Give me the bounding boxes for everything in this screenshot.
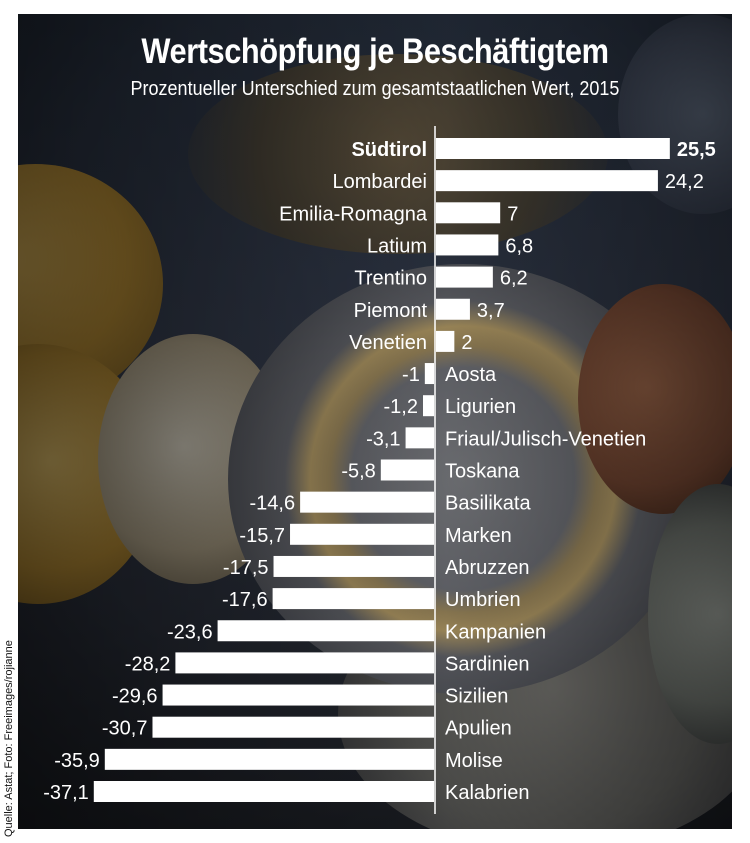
data-label: -35,9 bbox=[54, 750, 100, 772]
bar bbox=[436, 234, 499, 256]
category-label: Aosta bbox=[445, 364, 497, 386]
bar bbox=[436, 202, 501, 224]
bar bbox=[93, 781, 434, 802]
chart-panel: Wertschöpfung je Beschäftigtem Prozentue… bbox=[18, 14, 732, 829]
category-label: Südtirol bbox=[351, 139, 427, 161]
chart-subtitle: Prozentueller Unterschied zum gesamtstaa… bbox=[130, 78, 620, 100]
data-label: 6,8 bbox=[505, 235, 533, 257]
category-label: Molise bbox=[445, 750, 503, 772]
data-label: -14,6 bbox=[250, 493, 296, 515]
data-label: -37,1 bbox=[43, 782, 89, 804]
category-label: Umbrien bbox=[445, 589, 521, 611]
data-label: -3,1 bbox=[366, 428, 400, 450]
category-label: Latium bbox=[367, 235, 427, 257]
data-label: 25,5 bbox=[677, 139, 716, 161]
source-credit: Quelle: Astat; Foto: Freeimages/rojianne bbox=[3, 640, 15, 837]
category-label: Abruzzen bbox=[445, 557, 530, 579]
chart-title: Wertschöpfung je Beschäftigtem bbox=[141, 32, 609, 71]
category-label: Venetien bbox=[349, 332, 427, 354]
category-label: Trentino bbox=[354, 268, 427, 290]
title-block: Wertschöpfung je Beschäftigtem Prozentue… bbox=[18, 32, 732, 101]
data-label: 3,7 bbox=[477, 300, 505, 322]
bar bbox=[273, 555, 434, 577]
category-label: Apulien bbox=[445, 718, 512, 740]
bar-chart: Südtirol 25,5 Lombardei 24,2 Emilia-Romagna 7… bbox=[43, 126, 716, 814]
category-label: Ligurien bbox=[445, 396, 516, 418]
bar bbox=[162, 684, 434, 706]
data-label: 6,2 bbox=[500, 268, 528, 290]
category-label: Friaul/Julisch-Venetien bbox=[445, 428, 646, 450]
data-label: -5,8 bbox=[341, 461, 375, 483]
category-label: Piemont bbox=[354, 300, 428, 322]
category-label: Marken bbox=[445, 525, 512, 547]
bar bbox=[300, 491, 434, 513]
category-label: Kampanien bbox=[445, 621, 546, 643]
bar bbox=[104, 748, 434, 770]
category-label: Kalabrien bbox=[445, 782, 530, 804]
category-label: Sardinien bbox=[445, 653, 530, 675]
data-label: -15,7 bbox=[239, 525, 285, 547]
data-label: 7 bbox=[507, 203, 518, 225]
bar bbox=[436, 298, 470, 320]
bar bbox=[152, 716, 434, 738]
data-label: 24,2 bbox=[665, 171, 704, 193]
data-label: -17,6 bbox=[222, 589, 268, 611]
category-label: Sizilien bbox=[445, 686, 508, 708]
category-label: Lombardei bbox=[332, 171, 427, 193]
bar bbox=[290, 523, 434, 545]
bar bbox=[422, 395, 434, 417]
data-label: -30,7 bbox=[102, 718, 148, 740]
data-label: -1 bbox=[402, 364, 420, 386]
bar bbox=[175, 652, 434, 674]
bar bbox=[405, 427, 434, 449]
bar bbox=[217, 620, 434, 642]
data-label: -23,6 bbox=[167, 621, 213, 643]
bar bbox=[380, 459, 434, 481]
bar bbox=[436, 170, 658, 192]
data-label: -17,5 bbox=[223, 557, 269, 579]
bar bbox=[436, 330, 455, 352]
data-label: -1,2 bbox=[384, 396, 418, 418]
bar bbox=[436, 138, 670, 159]
bar bbox=[424, 363, 434, 385]
data-label: 2 bbox=[461, 332, 472, 354]
category-label: Toskana bbox=[445, 461, 520, 483]
bar bbox=[272, 588, 434, 610]
category-label: Basilikata bbox=[445, 493, 531, 515]
bar bbox=[436, 266, 493, 288]
data-label: -28,2 bbox=[125, 653, 171, 675]
category-label: Emilia-Romagna bbox=[279, 203, 428, 225]
data-label: -29,6 bbox=[112, 686, 158, 708]
